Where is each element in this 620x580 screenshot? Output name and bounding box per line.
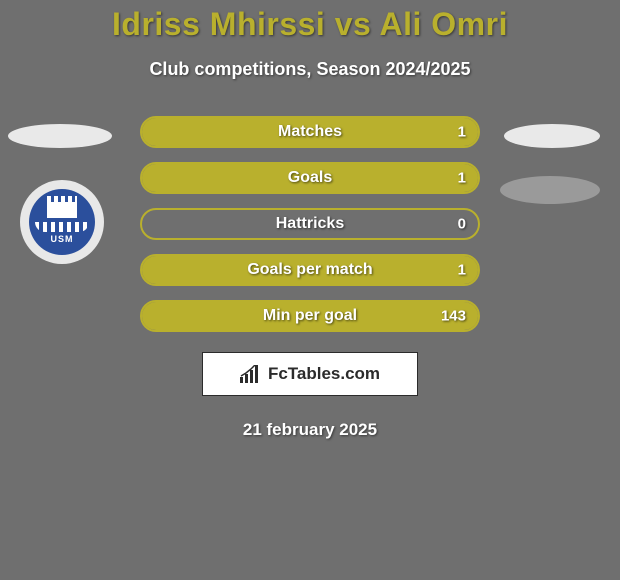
chart-bars-icon	[240, 365, 262, 383]
castle-icon	[47, 202, 77, 218]
subtitle: Club competitions, Season 2024/2025	[0, 59, 620, 80]
badge-text: USM	[51, 234, 74, 244]
player-photo-right-placeholder	[504, 124, 600, 148]
badge-stripes	[35, 222, 89, 232]
club-badge-left: USM	[20, 180, 104, 264]
footer-date: 21 february 2025	[0, 420, 620, 440]
stat-value-right: 1	[458, 124, 466, 141]
page: Idriss Mhirssi vs Ali Omri Club competit…	[0, 0, 620, 580]
club-logo-right-placeholder	[500, 176, 600, 204]
stat-row: Matches 1	[140, 116, 480, 148]
brand-box[interactable]: FcTables.com	[202, 352, 418, 396]
stat-row: Goals 1	[140, 162, 480, 194]
stat-label: Hattricks	[276, 215, 344, 233]
stat-label: Goals	[288, 169, 332, 187]
stat-row: Goals per match 1	[140, 254, 480, 286]
club-badge-inner: USM	[29, 189, 95, 255]
page-title: Idriss Mhirssi vs Ali Omri	[0, 0, 620, 43]
stat-value-right: 1	[458, 262, 466, 279]
brand-text: FcTables.com	[268, 364, 380, 384]
stat-label: Goals per match	[247, 261, 372, 279]
stat-label: Matches	[278, 123, 342, 141]
stat-value-right: 1	[458, 170, 466, 187]
stat-value-right: 0	[458, 216, 466, 233]
stat-value-right: 143	[441, 308, 466, 325]
stat-row: Hattricks 0	[140, 208, 480, 240]
stat-row: Min per goal 143	[140, 300, 480, 332]
player-photo-left-placeholder	[8, 124, 112, 148]
stat-label: Min per goal	[263, 307, 357, 325]
